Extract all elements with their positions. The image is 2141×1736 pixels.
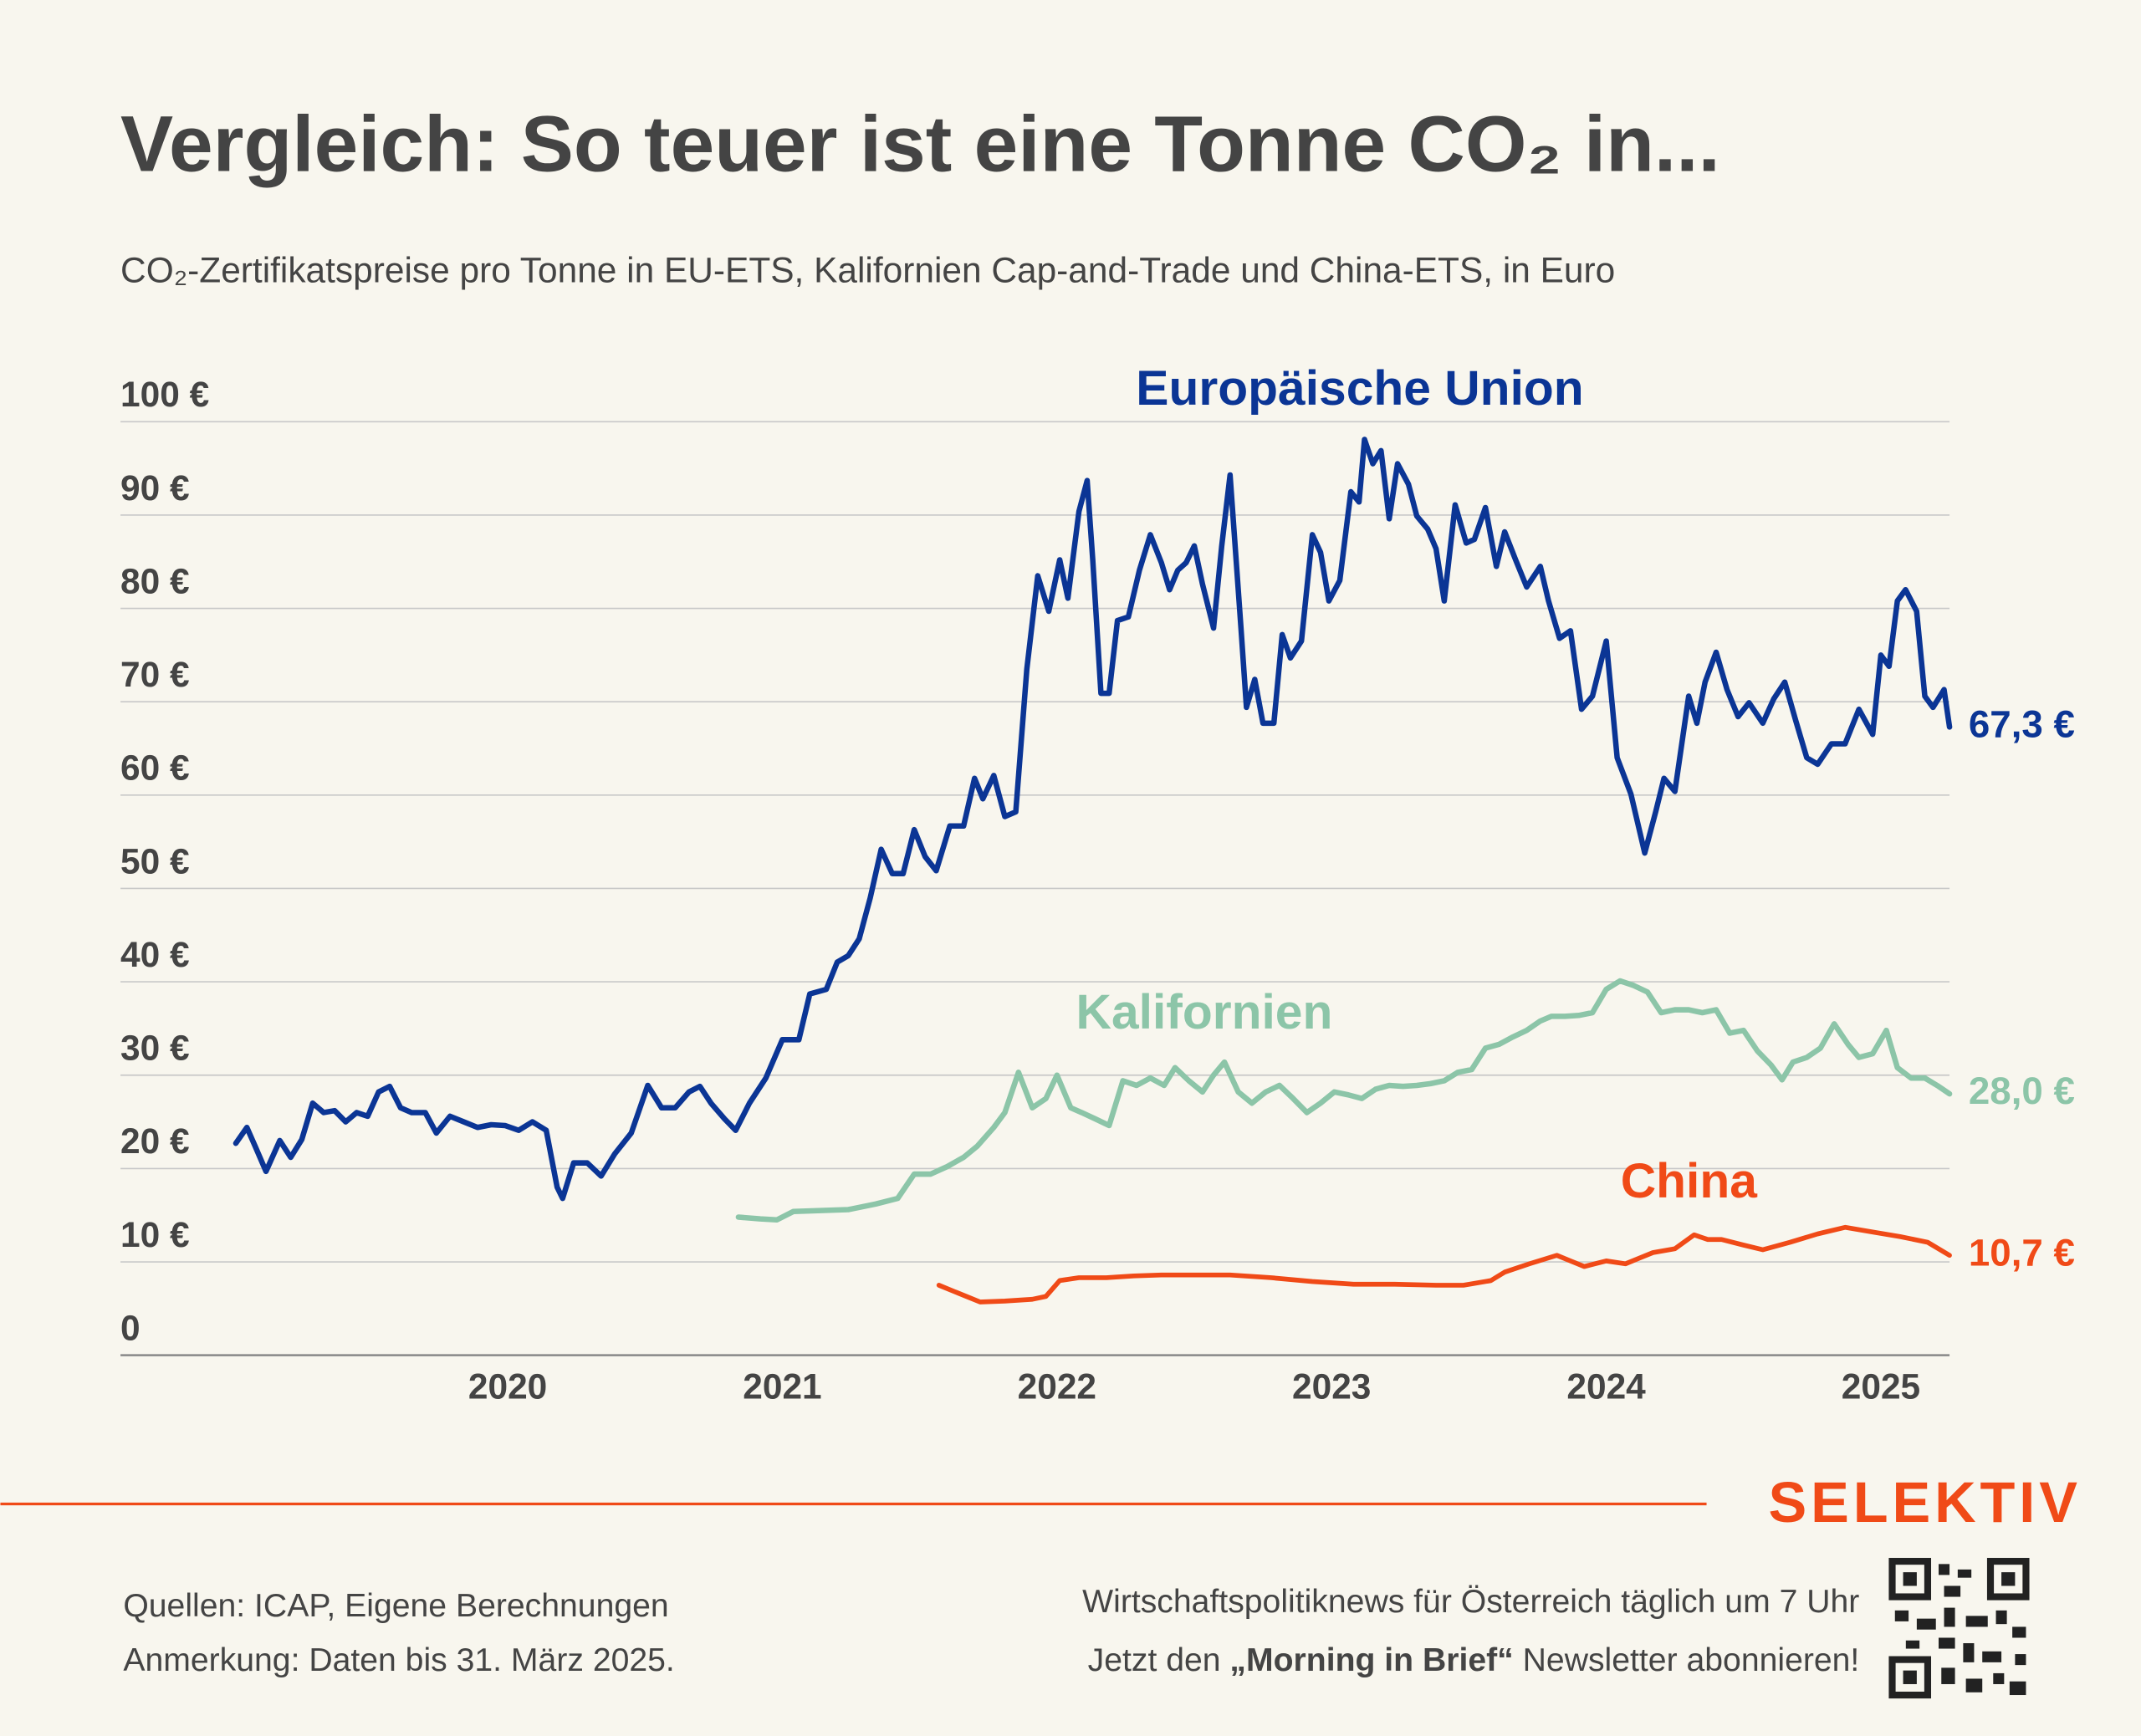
chart-subtitle: CO₂-Zertifikatspreise pro Tonne in EU-ET… [120,251,1615,290]
end-label: 10,7 € [1969,1231,2075,1274]
chart-title: Vergleich: So teuer ist eine Tonne CO₂ i… [120,100,1720,189]
y-tick-label: 90 € [120,468,190,508]
cta-text: Newsletter abonnieren! [1514,1642,1860,1678]
y-tick-label: 0 [120,1308,141,1347]
x-tick-label: 2025 [1842,1367,1920,1407]
end-label: 67,3 € [1969,702,2075,745]
cta-text: Jetzt den [1088,1642,1230,1678]
y-tick-label: 20 € [120,1121,190,1161]
series-label: Kalifornien [1076,985,1333,1039]
cta-bold: „Morning in Brief“ [1229,1642,1513,1678]
y-tick-label: 10 € [120,1215,190,1254]
x-tick-label: 2022 [1018,1367,1096,1407]
x-tick-label: 2023 [1292,1367,1371,1407]
brand: SELEKTIV [1769,1470,2082,1534]
promo: Wirtschaftspolitiknews für Österreich tä… [1082,1584,1859,1620]
series-label: Europäische Union [1136,361,1583,416]
y-tick-label: 60 € [120,748,190,788]
y-tick-label: 70 € [120,655,190,694]
series-line [735,978,1953,1223]
series-line [936,1224,1952,1305]
x-tick-label: 2024 [1566,1367,1646,1407]
end-label: 28,0 € [1969,1070,2075,1112]
y-tick-label: 30 € [120,1029,190,1068]
x-tick-label: 2021 [743,1367,821,1407]
y-tick-label: 40 € [120,935,190,974]
series-line [232,437,1953,1202]
y-tick-label: 50 € [120,841,190,881]
qr-code [1888,1558,2030,1699]
x-tick-label: 2020 [468,1367,547,1407]
y-tick-label: 100 € [120,375,209,414]
note: Anmerkung: Daten bis 31. März 2025. [123,1642,674,1678]
cta: Jetzt den „Morning in Brief“ Newsletter … [1088,1642,1860,1678]
series-label: China [1621,1154,1759,1208]
y-tick-label: 80 € [120,561,190,600]
sources: Quellen: ICAP, Eigene Berechnungen [123,1588,668,1624]
